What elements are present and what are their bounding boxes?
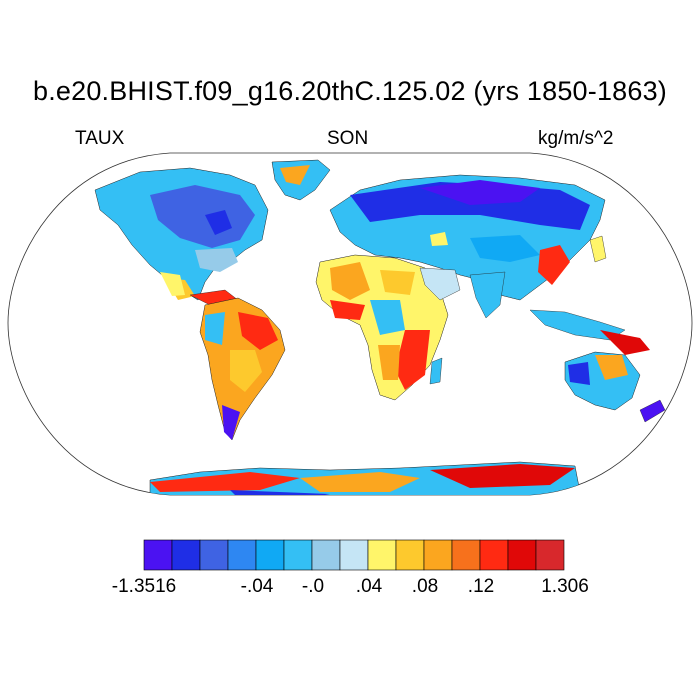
region-canada-east	[150, 185, 255, 248]
region-india	[469, 271, 506, 319]
units-label: kg/m/s^2	[538, 128, 614, 149]
colorbar-swatch	[507, 539, 537, 571]
region-arabia	[419, 267, 461, 301]
colorbar-swatch	[255, 539, 285, 571]
colorbar-swatch	[451, 539, 481, 571]
colorbar-label-max: 1.306	[541, 576, 589, 597]
colorbar-swatch	[479, 539, 509, 571]
colorbar-label-08: .08	[411, 576, 439, 597]
colorbar-swatch	[311, 539, 341, 571]
colorbar	[143, 539, 565, 571]
region-new-zealand	[639, 399, 666, 423]
region-usa-east	[195, 248, 238, 272]
colorbar-swatch	[199, 539, 229, 571]
colorbar-label-neg04: -.04	[240, 576, 274, 597]
colorbar-swatch	[171, 539, 201, 571]
colorbar-swatch	[339, 539, 369, 571]
colorbar-label-min: -1.3516	[111, 576, 177, 597]
region-japan	[589, 235, 607, 263]
colorbar-swatch	[535, 539, 565, 571]
colorbar-swatch	[143, 539, 173, 571]
colorbar-label-12: .12	[467, 576, 495, 597]
region-madagascar	[429, 357, 443, 385]
colorbar-swatch	[423, 539, 453, 571]
colorbar-swatch	[367, 539, 397, 571]
season-label: SON	[327, 128, 369, 149]
region-mexico	[160, 272, 185, 296]
figure-title: b.e20.BHIST.f09_g16.20thC.125.02 (yrs 18…	[32, 76, 667, 106]
colorbar-label-04: .04	[355, 576, 383, 597]
colorbar-label-zero: -.0	[301, 576, 325, 597]
colorbar-swatch	[283, 539, 313, 571]
colorbar-swatch	[227, 539, 257, 571]
region-hudson	[205, 210, 232, 235]
colorbar-swatch	[395, 539, 425, 571]
variable-label: TAUX	[75, 128, 125, 149]
